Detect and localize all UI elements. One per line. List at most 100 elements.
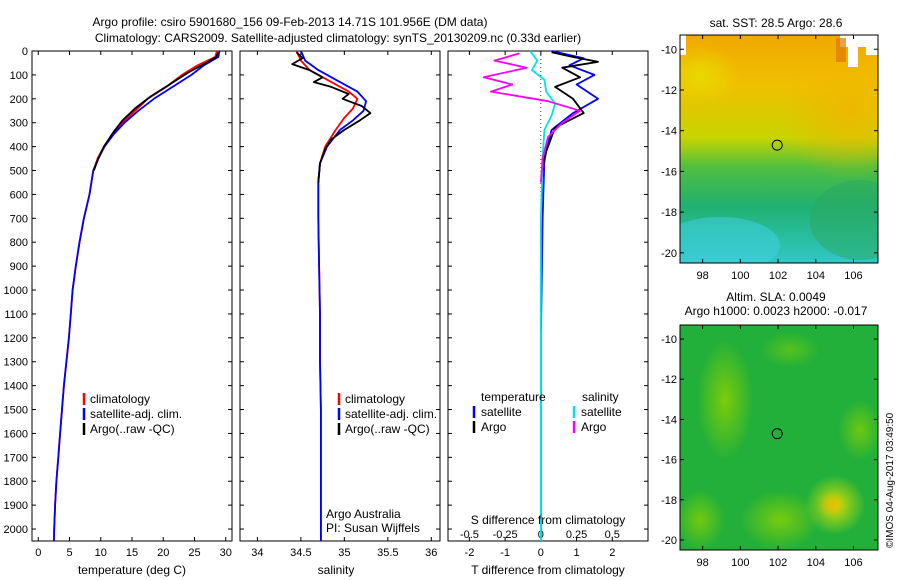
sst-heatmap — [680, 35, 878, 263]
series-line-satellite-adj-clim- — [53, 50, 221, 542]
sst-argo-position-marker — [771, 139, 783, 151]
legend-label-satellite: satellite-adj. clim. — [90, 407, 182, 421]
map-x-tick-label: 106 — [844, 557, 862, 569]
sst-map-title: sat. SST: 28.5 Argo: 28.6 — [710, 16, 843, 30]
depth-tick-label: 500 — [10, 166, 28, 178]
series-line-climatology — [53, 50, 218, 542]
legend-label-sal-argo: Argo — [581, 420, 607, 434]
map-y-tick-label: -14 — [661, 414, 677, 426]
x-tick-label: 36 — [425, 547, 437, 559]
series-line-argo-raw-qc- — [291, 51, 372, 183]
annotation-pi-name: PI: Susan Wijffels — [326, 521, 420, 535]
map-y-tick-label: -10 — [661, 334, 677, 346]
x-tick-label: 1 — [574, 547, 580, 559]
series-line-satellite-adj-clim- — [300, 50, 367, 541]
legend-title-salinity: salinity — [582, 390, 619, 404]
x-tick-label: -2 — [465, 547, 475, 559]
x-tick-label: 2 — [609, 547, 615, 559]
sla-argo-position-marker — [771, 428, 783, 440]
map-y-tick-label: -16 — [661, 455, 677, 467]
map-y-tick-label: -20 — [661, 535, 677, 547]
depth-tick-label: 200 — [10, 94, 28, 106]
depth-tick-label: 0 — [22, 46, 28, 58]
map-x-tick-label: 102 — [769, 557, 787, 569]
x-tick-label: 34.5 — [290, 547, 311, 559]
depth-tick-label: 800 — [10, 237, 28, 249]
map-y-tick-label: -12 — [661, 85, 677, 97]
depth-tick-label: 1000 — [4, 285, 28, 297]
s-tick-label: -0.5 — [460, 529, 479, 541]
series-line-argo — [482, 52, 581, 183]
series-line-satellite — [540, 50, 599, 541]
legend-label-temp-satellite: satellite — [481, 405, 522, 419]
x-tick-label: -1 — [500, 547, 510, 559]
map-y-tick-label: -10 — [661, 44, 677, 56]
legend-label-temp-argo: Argo — [481, 420, 507, 434]
series-line-argo — [541, 51, 599, 171]
map-x-tick-label: 102 — [769, 270, 787, 282]
s-tick-label: -0.25 — [493, 529, 518, 541]
difference-panel-frame — [447, 50, 649, 542]
map-x-tick-label: 104 — [807, 270, 825, 282]
difference-plot: -2 -1 0 1 2-0.5 -0.25 0 0.25 0.5 — [448, 50, 648, 559]
difference-legend: temperature satellite Argo salinity sate… — [472, 390, 622, 434]
depth-tick-label: 1400 — [4, 381, 28, 393]
depth-tick-label: 1500 — [4, 405, 28, 417]
salinity-panel-frame — [239, 50, 441, 542]
x-tick-label: 20 — [157, 547, 169, 559]
sla-map-title-line2: Argo h1000: 0.0023 h2000: -0.017 — [685, 304, 868, 318]
sla-map-frame — [679, 324, 879, 551]
s-tick-label: 0.5 — [605, 529, 620, 541]
x-tick-label: 0 — [538, 547, 544, 559]
depth-tick-label: 600 — [10, 189, 28, 201]
depth-tick-label: 1100 — [4, 309, 28, 321]
x-tick-label: 15 — [126, 547, 138, 559]
salinity-xlabel: salinity — [318, 563, 355, 577]
legend-label-sal-satellite: satellite — [581, 405, 622, 419]
annotation-argo-australia: Argo Australia — [326, 507, 401, 521]
x-tick-label: 0 — [35, 547, 41, 559]
map-x-tick-label: 100 — [731, 270, 749, 282]
depth-tick-label: 1800 — [4, 476, 28, 488]
map-y-tick-label: -14 — [661, 126, 677, 138]
temperature-xlabel: temperature (deg C) — [78, 563, 186, 577]
legend-label-climatology: climatology — [345, 392, 405, 406]
temperature-legend: climatology satellite-adj. clim. Argo(..… — [82, 392, 182, 436]
legend-title-temperature: temperature — [481, 390, 546, 404]
x-tick-label: 10 — [95, 547, 107, 559]
x-tick-label: 35.5 — [377, 547, 398, 559]
depth-tick-label: 300 — [10, 118, 28, 130]
map-x-tick-label: 104 — [807, 557, 825, 569]
figure-title-line1: Argo profile: csiro 5901680_156 09-Feb-2… — [93, 15, 488, 29]
legend-label-satellite: satellite-adj. clim. — [345, 407, 437, 421]
x-tick-label: 25 — [188, 547, 200, 559]
temperature-plot: 0 5 10 15 20 25 30 — [32, 50, 232, 559]
x-tick-label: 30 — [220, 547, 232, 559]
map-y-tick-label: -12 — [661, 374, 677, 386]
depth-tick-label: 1700 — [4, 452, 28, 464]
x-tick-label: 35 — [338, 547, 350, 559]
depth-tick-label: 1200 — [4, 333, 28, 345]
sla-map-axes: 98 100 102 104 106 -10 -12 -14 -16 -18 -20 — [661, 325, 878, 569]
depth-tick-label: 700 — [10, 213, 28, 225]
depth-tick-label: 1600 — [4, 428, 28, 440]
salinity-legend: climatology satellite-adj. clim. Argo(..… — [326, 392, 437, 535]
sst-map-frame — [679, 34, 879, 264]
salinity-plot: 34 34.5 35 35.5 36 — [240, 50, 440, 559]
map-y-tick-label: -18 — [661, 495, 677, 507]
sla-map-title-line1: Altim. SLA: 0.0049 — [726, 290, 826, 304]
map-y-tick-label: -18 — [661, 207, 677, 219]
sla-heatmap — [680, 325, 878, 550]
difference-xlabel: T difference from climatology — [471, 563, 625, 577]
s-tick-label: 0.25 — [566, 529, 587, 541]
map-x-tick-label: 106 — [844, 270, 862, 282]
depth-tick-label: 900 — [10, 261, 28, 273]
depth-tick-label: 2000 — [4, 524, 28, 536]
map-x-tick-label: 100 — [731, 557, 749, 569]
x-tick-label: 5 — [66, 547, 72, 559]
imos-credit: ©IMOS 04-Aug-2017 03:49:50 — [885, 412, 896, 548]
figure-title-line2: Climatology: CARS2009. Satellite-adjuste… — [95, 31, 581, 45]
difference-xlabel-top: S difference from climatology — [471, 513, 626, 527]
map-x-tick-label: 98 — [697, 270, 709, 282]
